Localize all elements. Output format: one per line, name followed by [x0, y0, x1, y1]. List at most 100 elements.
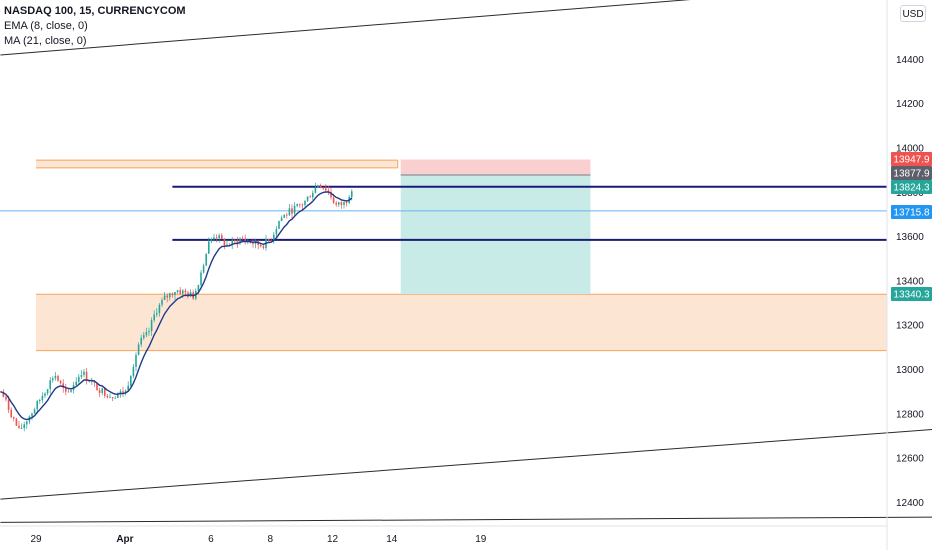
candle-body — [7, 399, 10, 410]
candle-body — [317, 185, 319, 188]
candle-body — [140, 337, 142, 345]
candle-body — [101, 388, 103, 393]
time-tick-label: 19 — [475, 534, 487, 545]
legend-ma[interactable]: MA (21, close, 0) — [4, 35, 87, 47]
price-tag-bg — [891, 166, 932, 180]
zone-rect-1 — [36, 160, 398, 168]
time-axis[interactable]: 29 Apr 6 8 12 14 19 — [30, 534, 486, 545]
candle-body — [291, 208, 293, 214]
candle-body — [96, 382, 98, 391]
channel-lines[interactable] — [0, 0, 932, 523]
candle-body — [351, 191, 353, 197]
price-tag-label: 13340.3 — [893, 290, 930, 301]
candle-body — [49, 380, 51, 390]
candle-body — [197, 284, 200, 291]
candle-body — [98, 390, 101, 393]
candle-body — [13, 417, 15, 419]
candle-body — [312, 192, 314, 198]
time-tick-label: 6 — [208, 534, 214, 545]
chart-legend: NASDAQ 100, 15, CURRENCYCOM EMA (8, clos… — [4, 4, 186, 49]
take-profit-area[interactable] — [400, 175, 591, 295]
channel-line-0[interactable] — [0, 0, 932, 56]
price-tick-label: 14400 — [896, 55, 924, 66]
candle-body — [57, 375, 59, 381]
candle-body — [127, 385, 129, 391]
candle-body — [306, 196, 309, 201]
horizontal-levels[interactable] — [0, 185, 887, 241]
candle-body — [330, 191, 332, 198]
candle-body — [345, 202, 348, 204]
price-tag-label: 13824.3 — [893, 183, 930, 194]
candle-body — [83, 371, 85, 375]
candle-body — [70, 389, 72, 392]
candle-body — [319, 185, 322, 188]
candle-body — [26, 421, 28, 425]
candle-body — [119, 391, 122, 395]
price-tick-label: 14200 — [896, 99, 924, 110]
ema-8-line — [0, 191, 353, 421]
candle-body — [75, 381, 77, 386]
candle-body — [301, 204, 304, 206]
candle-body — [78, 376, 80, 382]
candle-body — [200, 272, 202, 285]
legend-symbol[interactable]: NASDAQ 100, 15, CURRENCYCOM — [4, 5, 186, 17]
candle-body — [135, 354, 137, 367]
candle-body — [62, 383, 64, 389]
price-tag-bg — [891, 152, 932, 166]
candle-body — [335, 202, 337, 205]
position-tool[interactable] — [400, 159, 591, 295]
candle-body — [163, 295, 166, 300]
candle-body — [252, 243, 254, 245]
candle-body — [184, 290, 187, 293]
candle-body — [304, 200, 306, 206]
candle-body — [179, 290, 181, 294]
candle-body — [223, 238, 226, 246]
candle-body — [44, 393, 46, 396]
candle-body — [228, 244, 231, 246]
candle-body — [156, 313, 158, 315]
candle-body — [239, 238, 241, 244]
candle-body — [59, 380, 62, 384]
candle-body — [202, 265, 205, 273]
candle-body — [18, 425, 20, 429]
candle-body — [278, 221, 280, 229]
legend-ema[interactable]: EMA (8, close, 0) — [4, 20, 88, 32]
candle-body — [221, 235, 223, 239]
candle-body — [231, 239, 233, 246]
candle-body — [91, 381, 93, 382]
price-tag-label: 13947.9 — [893, 155, 930, 166]
stop-loss-area[interactable] — [400, 159, 591, 176]
channel-line-1[interactable] — [0, 411, 932, 500]
time-tick-label: 14 — [386, 534, 398, 545]
time-tick-label: 8 — [267, 534, 273, 545]
candle-body — [54, 375, 57, 379]
candle-body — [132, 366, 135, 377]
currency-button[interactable]: USD — [900, 5, 926, 22]
candle-body — [166, 295, 168, 298]
candle-body — [218, 235, 220, 239]
price-tick-label: 13400 — [896, 276, 924, 287]
candle-body — [106, 395, 109, 398]
candle-body — [5, 396, 7, 400]
candle-body — [273, 234, 275, 242]
candle-body — [262, 246, 265, 248]
candle-body — [65, 388, 67, 392]
time-tick-label: 12 — [327, 534, 339, 545]
zone-layer — [36, 159, 887, 352]
price-tick-label: 12400 — [896, 498, 924, 509]
candle-body — [299, 203, 301, 205]
price-tick-label: 14000 — [896, 144, 924, 155]
price-tag-bg — [891, 205, 932, 219]
candle-body — [117, 394, 119, 398]
candle-body — [176, 290, 179, 293]
price-tag-label: 13877.9 — [893, 169, 930, 180]
price-axis[interactable]: 1440014200140001380013600134001320013000… — [896, 55, 924, 509]
candle-body — [340, 202, 343, 205]
candle-body — [187, 292, 189, 297]
candle-body — [153, 314, 155, 321]
channel-line-2[interactable] — [0, 516, 932, 523]
candle-body — [161, 299, 163, 305]
candle-body — [39, 399, 41, 402]
zone-rect-0 — [36, 294, 887, 351]
